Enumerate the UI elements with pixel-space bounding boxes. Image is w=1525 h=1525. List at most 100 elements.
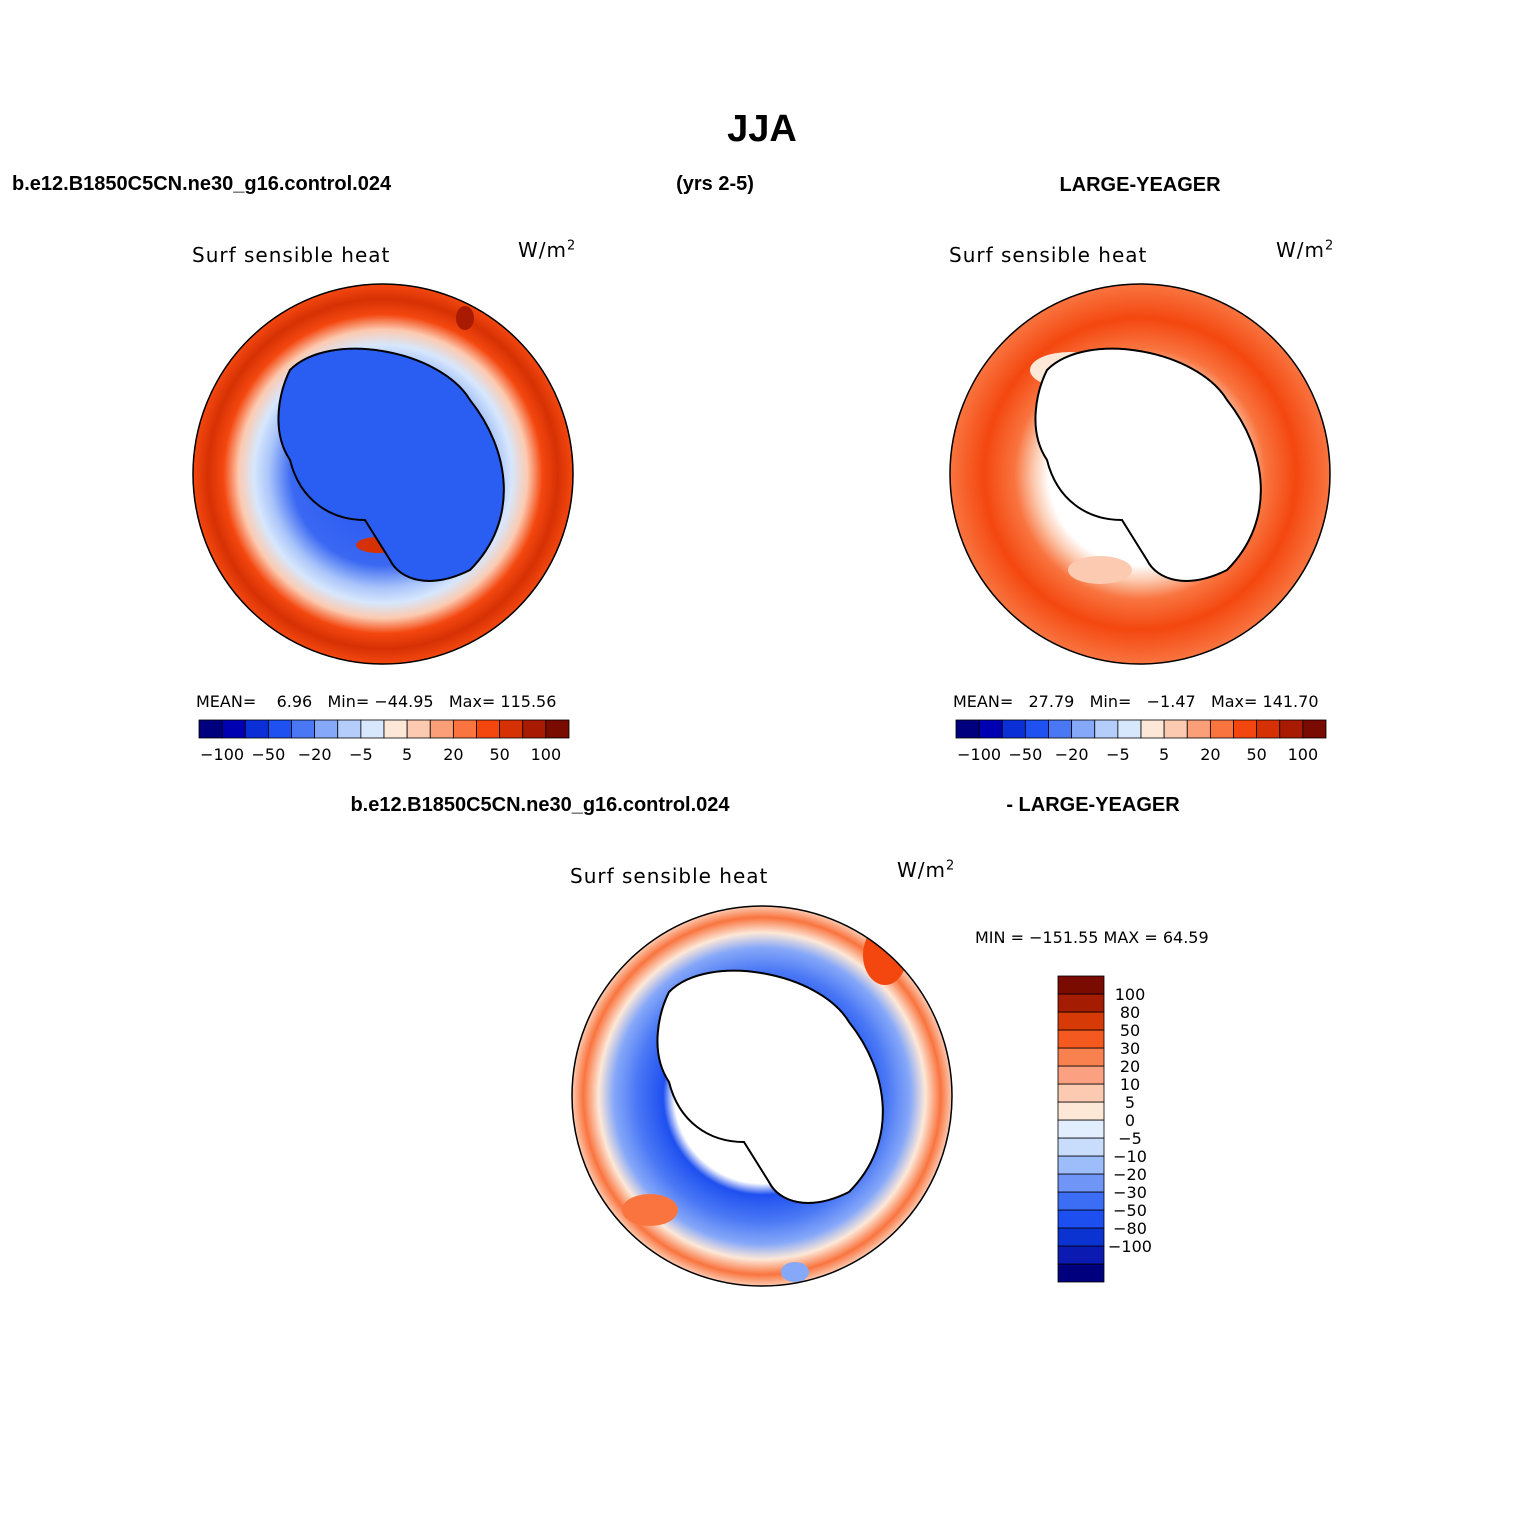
colorbar-tick-label: 20: [443, 745, 463, 764]
colorbar-swatch: [314, 719, 339, 739]
colorbar-tick-label: 20: [1200, 745, 1220, 764]
panel1-colorbar: −100 −50 −20 −5 5 20 50 100: [198, 719, 570, 764]
panel3-warm-region: [622, 1194, 678, 1226]
colorbar-swatch: [1057, 1263, 1105, 1283]
panel3-map: [571, 905, 953, 1287]
colorbar-swatch: [1057, 1101, 1105, 1121]
colorbar-swatch: [267, 719, 292, 739]
colorbar-tick-label: −20: [298, 745, 332, 764]
panel1-variable-label: Surf sensible heat: [192, 243, 391, 267]
colorbar-swatch: [1057, 1011, 1105, 1031]
colorbar-tick-label: −5: [1118, 1129, 1142, 1148]
panel1-stats: MEAN= 6.96 Min= −44.95 Max= 115.56: [196, 692, 557, 711]
colorbar-swatch: [978, 719, 1003, 739]
panel1-map-border: [192, 283, 574, 665]
panel3-variable-label: Surf sensible heat: [570, 864, 769, 888]
colorbar-tick-label: −50: [1113, 1201, 1147, 1220]
panel3-map-border: [571, 905, 953, 1287]
colorbar-swatch: [1256, 719, 1281, 739]
colorbar-tick-label: −5: [349, 745, 373, 764]
colorbar-swatch: [1057, 1119, 1105, 1139]
years-label: (yrs 2-5): [676, 173, 754, 195]
colorbar-swatch: [383, 719, 408, 739]
panel3-warm-region: [863, 925, 907, 985]
colorbar-tick-label: −20: [1113, 1165, 1147, 1184]
colorbar-swatch: [1024, 719, 1049, 739]
colorbar-swatch: [452, 719, 477, 739]
colorbar-swatch: [1057, 975, 1105, 995]
colorbar-tick-label: 5: [402, 745, 412, 764]
panel1-hotspot: [456, 306, 474, 330]
panel1-units-label: W/m2: [518, 238, 577, 262]
colorbar-swatch: [1163, 719, 1188, 739]
colorbar-swatch: [1057, 1083, 1105, 1103]
colorbar-tick-label: 10: [1120, 1075, 1140, 1094]
colorbar-tick-label: 5: [1125, 1093, 1135, 1112]
panel2-units-label: W/m2: [1276, 238, 1335, 262]
colorbar-swatch: [1117, 719, 1142, 739]
colorbar-tick-label: −80: [1113, 1219, 1147, 1238]
colorbar-swatch: [1279, 719, 1304, 739]
panel1-antarctica-outline: [277, 347, 505, 582]
colorbar-swatch: [198, 719, 223, 739]
colorbar-swatch: [1140, 719, 1165, 739]
colorbar-swatch: [406, 719, 431, 739]
panel2-variable-label: Surf sensible heat: [949, 243, 1148, 267]
colorbar-swatch: [1094, 719, 1119, 739]
colorbar-tick-label: −50: [1008, 745, 1042, 764]
colorbar-tick-label: −30: [1113, 1183, 1147, 1202]
colorbar-swatch: [337, 719, 362, 739]
colorbar-tick-label: 30: [1120, 1039, 1140, 1058]
reference-label: LARGE-YEAGER: [1059, 174, 1221, 196]
colorbar-tick-label: 0: [1125, 1111, 1135, 1130]
colorbar-swatch: [1048, 719, 1073, 739]
colorbar-tick-label: −5: [1106, 745, 1130, 764]
panel2-map: [949, 283, 1331, 665]
colorbar-swatch: [1209, 719, 1234, 739]
figure-title: JJA: [727, 108, 797, 150]
colorbar-tick-label: −50: [251, 745, 285, 764]
panel2-warm-region: [1068, 556, 1132, 584]
panel2-stats: MEAN= 27.79 Min= −1.47 Max= 141.70: [953, 692, 1319, 711]
colorbar-swatch: [360, 719, 385, 739]
colorbar-swatch: [1071, 719, 1096, 739]
colorbar-tick-label: 5: [1159, 745, 1169, 764]
diff-case-label: b.e12.B1850C5CN.ne30_g16.control.024: [350, 794, 730, 816]
colorbar-swatch: [1233, 719, 1258, 739]
panel2-map-border: [949, 283, 1331, 665]
colorbar-swatch: [1057, 1047, 1105, 1067]
panel3-cool-region: [781, 1262, 809, 1282]
panel3-minmax: MIN = −151.55 MAX = 64.59: [975, 928, 1209, 947]
colorbar-swatch: [1302, 719, 1327, 739]
colorbar-swatch: [1001, 719, 1026, 739]
colorbar-tick-label: 100: [531, 745, 562, 764]
colorbar-swatch: [955, 719, 980, 739]
colorbar-swatch: [1057, 1173, 1105, 1193]
panel3-units-label: W/m2: [897, 858, 956, 882]
colorbar-swatch: [291, 719, 316, 739]
colorbar-swatch: [522, 719, 547, 739]
colorbar-swatch: [1057, 1065, 1105, 1085]
colorbar-swatch: [1057, 1029, 1105, 1049]
colorbar-swatch: [476, 719, 501, 739]
panel3-antarctica-outline: [656, 969, 884, 1204]
colorbar-swatch: [545, 719, 570, 739]
colorbar-swatch: [1057, 1245, 1105, 1265]
colorbar-swatch: [1057, 1137, 1105, 1157]
colorbar-tick-label: −100: [957, 745, 1001, 764]
colorbar-tick-label: 80: [1120, 1003, 1140, 1022]
colorbar-swatch: [1057, 1209, 1105, 1229]
colorbar-swatch: [499, 719, 524, 739]
colorbar-swatch: [429, 719, 454, 739]
colorbar-tick-label: 100: [1288, 745, 1319, 764]
colorbar-tick-label: 50: [1120, 1021, 1140, 1040]
case-label: b.e12.B1850C5CN.ne30_g16.control.024: [12, 173, 392, 195]
colorbar-tick-label: −10: [1113, 1147, 1147, 1166]
colorbar-tick-label: 50: [1246, 745, 1266, 764]
panel2-antarctica-outline: [1034, 347, 1262, 582]
colorbar-tick-label: −100: [200, 745, 244, 764]
colorbar-swatch: [1057, 1155, 1105, 1175]
colorbar-tick-label: −100: [1108, 1237, 1152, 1256]
